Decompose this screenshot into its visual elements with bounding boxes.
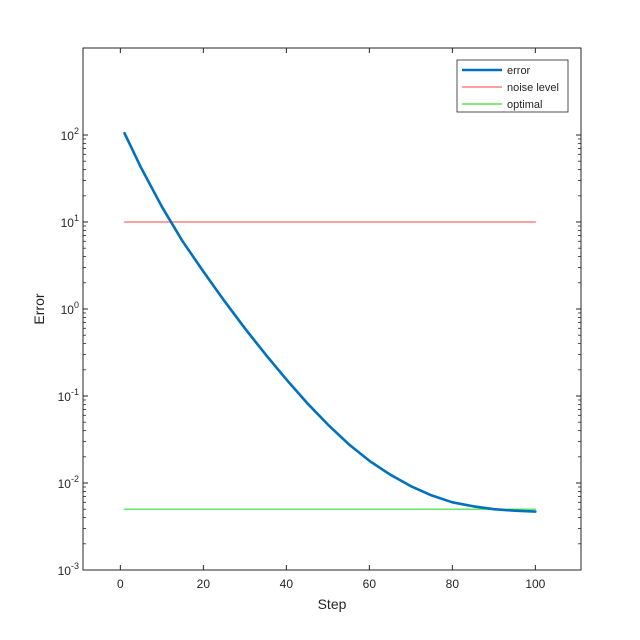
y-axis-label: Error: [31, 293, 47, 324]
x-tick-label: 80: [446, 577, 460, 591]
y-tick-label: 102: [61, 126, 79, 143]
y-tick-label: 10-1: [58, 387, 79, 404]
y-axis-ticks: 10-3 10-2 10-1 100 101 102: [58, 126, 581, 578]
x-axis-ticks: 0 20 40 60 80 100: [117, 48, 546, 591]
legend-box: [456, 59, 569, 113]
x-tick-label: 60: [363, 577, 377, 591]
x-tick-label: 100: [525, 577, 545, 591]
plot-area: [82, 47, 582, 571]
y-tick-label: 10-2: [58, 474, 79, 491]
legend-label: optimal: [507, 99, 542, 111]
x-tick-label: 20: [197, 577, 211, 591]
series-layer: [123, 131, 537, 513]
y-tick-label: 100: [61, 300, 79, 317]
legend-label: noise level: [507, 82, 559, 94]
series-line-error: [123, 131, 537, 513]
x-axis-label: Step: [318, 596, 347, 612]
legend: error noise level optimal: [456, 59, 569, 113]
x-tick-label: 0: [117, 577, 124, 591]
y-tick-label: 10-3: [58, 561, 79, 578]
x-tick-label: 40: [280, 577, 294, 591]
y-tick-label: 101: [61, 213, 79, 230]
legend-label: error: [507, 65, 531, 77]
